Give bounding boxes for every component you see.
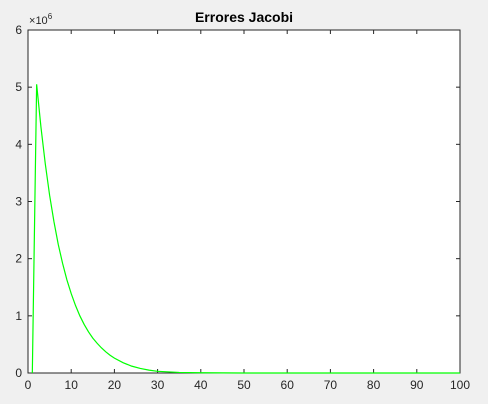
y-tick-label: 2 xyxy=(15,252,22,266)
chart-title: Errores Jacobi xyxy=(195,9,293,25)
x-tick-label: 50 xyxy=(237,378,251,392)
y-tick-label: 5 xyxy=(15,80,22,94)
plot-area xyxy=(28,30,460,373)
x-tick-label: 100 xyxy=(450,378,470,392)
y-tick-label: 6 xyxy=(15,23,22,37)
y-multiplier-exponent: 6 xyxy=(48,12,53,21)
y-tick-label: 3 xyxy=(15,195,22,209)
svg-text:×106: ×106 xyxy=(29,12,53,27)
x-tick-label: 0 xyxy=(25,378,32,392)
x-tick-label: 10 xyxy=(65,378,79,392)
x-tick-label: 70 xyxy=(324,378,338,392)
y-tick-label: 4 xyxy=(15,137,22,151)
x-tick-label: 80 xyxy=(367,378,381,392)
x-tick-label: 60 xyxy=(281,378,295,392)
x-tick-label: 30 xyxy=(151,378,165,392)
y-multiplier-base: 10 xyxy=(35,15,47,27)
x-tick-label: 20 xyxy=(108,378,122,392)
y-tick-label: 0 xyxy=(15,366,22,380)
x-tick-label: 40 xyxy=(194,378,208,392)
y-tick-label: 1 xyxy=(15,309,22,323)
x-tick-label: 90 xyxy=(410,378,424,392)
y-multiplier-label: ×106 xyxy=(29,12,53,27)
